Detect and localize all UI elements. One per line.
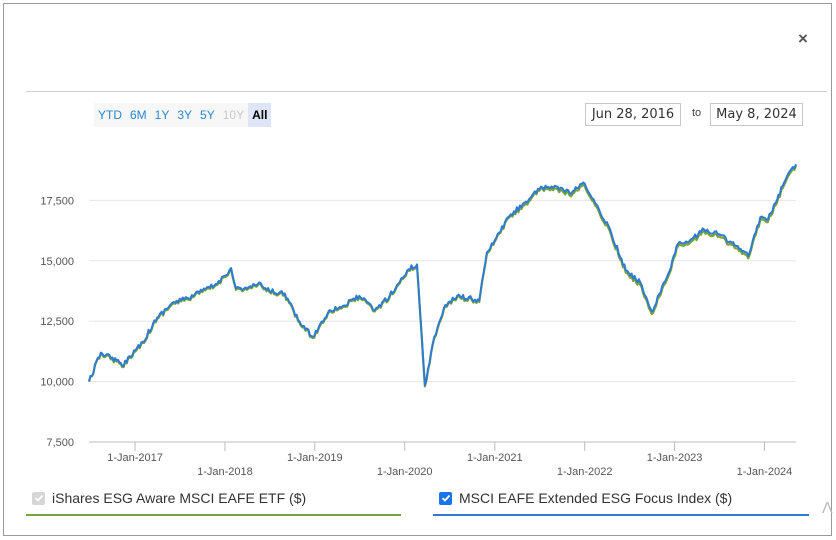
date-to-input[interactable]: May 8, 2024 bbox=[710, 103, 803, 126]
range-button-3y[interactable]: 3Y bbox=[173, 103, 197, 127]
y-tick-label: 10,000 bbox=[40, 377, 74, 389]
range-button-6m[interactable]: 6M bbox=[126, 103, 151, 127]
legend-item-index[interactable]: MSCI EAFE Extended ESG Focus Index ($) bbox=[439, 490, 732, 506]
legend-underline-index bbox=[433, 514, 809, 516]
date-from-input[interactable]: Jun 28, 2016 bbox=[585, 103, 681, 126]
x-tick-label: 1-Jan-2017 bbox=[107, 452, 163, 464]
x-tick-label: 1-Jan-2020 bbox=[377, 466, 433, 478]
x-tick-label: 1-Jan-2018 bbox=[197, 466, 253, 478]
x-tick-label: 1-Jan-2019 bbox=[287, 452, 343, 464]
legend-label-index: MSCI EAFE Extended ESG Focus Index ($) bbox=[459, 490, 733, 506]
range-button-1y[interactable]: 1Y bbox=[150, 103, 174, 127]
y-tick-label: 12,500 bbox=[40, 316, 74, 328]
x-tick-label: 1-Jan-2023 bbox=[647, 452, 703, 464]
range-selector: YTD 6M 1Y 3Y 5Y 10Y All bbox=[94, 103, 272, 127]
series-line-index bbox=[88, 163, 797, 387]
legend-underline-etf bbox=[26, 514, 401, 516]
edge-glyph: Λ bbox=[822, 500, 833, 517]
x-tick-label: 1-Jan-2024 bbox=[737, 466, 793, 478]
legend-item-etf[interactable]: iShares ESG Aware MSCI EAFE ETF ($) bbox=[32, 490, 306, 506]
x-tick-label: 1-Jan-2021 bbox=[467, 452, 523, 464]
range-button-10y: 10Y bbox=[218, 103, 249, 127]
y-tick-label: 15,000 bbox=[40, 256, 74, 268]
y-tick-label: 7,500 bbox=[46, 437, 74, 449]
close-icon[interactable]: × bbox=[798, 29, 808, 48]
date-to-label: to bbox=[692, 107, 702, 119]
header-divider bbox=[26, 91, 827, 92]
checkbox-etf[interactable] bbox=[32, 491, 45, 505]
series-line-etf bbox=[87, 165, 798, 388]
y-tick-label: 17,500 bbox=[40, 195, 74, 207]
range-button-all[interactable]: All bbox=[248, 103, 272, 127]
range-button-5y[interactable]: 5Y bbox=[196, 103, 219, 127]
range-button-ytd[interactable]: YTD bbox=[94, 103, 126, 127]
legend-label-etf: iShares ESG Aware MSCI EAFE ETF ($) bbox=[52, 490, 307, 506]
checkbox-index[interactable] bbox=[439, 491, 452, 505]
x-tick-label: 1-Jan-2022 bbox=[557, 466, 613, 478]
